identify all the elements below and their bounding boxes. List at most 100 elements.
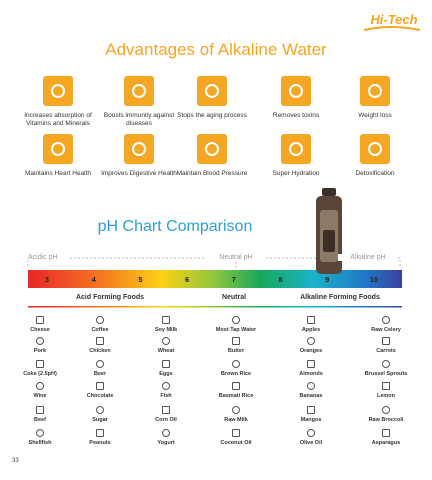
food-label: Oranges bbox=[299, 348, 323, 354]
food-label: Cheese bbox=[30, 327, 50, 333]
food-label: Coconut Oil bbox=[220, 440, 252, 446]
food-label: Sugar bbox=[92, 417, 108, 423]
food-label: Pork bbox=[33, 348, 47, 354]
ph-title: pH Chart Comparison bbox=[97, 218, 253, 235]
food-label: Eggs bbox=[159, 371, 173, 377]
scale-number: 4 bbox=[91, 275, 96, 284]
food-icon bbox=[162, 382, 170, 390]
benefit-caption: Boosts immunity against diseases bbox=[103, 112, 175, 127]
page-number: 33 bbox=[12, 458, 19, 464]
food-icon bbox=[36, 337, 44, 345]
food-icon bbox=[232, 406, 240, 414]
food-icon bbox=[232, 360, 240, 368]
food-label: Almonds bbox=[299, 371, 323, 377]
benefit-icon bbox=[124, 76, 154, 106]
food-label: Brussel Sprouts bbox=[364, 371, 408, 377]
range-label: Neutral pH bbox=[206, 254, 266, 261]
food-icon bbox=[382, 382, 390, 390]
food-label: Chicken bbox=[89, 348, 111, 354]
logo-swoosh bbox=[363, 26, 421, 31]
food-label: Coffee bbox=[91, 327, 109, 333]
food-icon bbox=[162, 337, 170, 345]
benefit-icon bbox=[197, 134, 227, 164]
food-label: Beef bbox=[34, 417, 46, 423]
food-label: Lemon bbox=[376, 393, 396, 399]
food-icon bbox=[36, 382, 44, 390]
food-icon bbox=[307, 429, 315, 437]
benefit-caption: Stops the aging process bbox=[177, 112, 247, 119]
food-label: Chocolate bbox=[86, 393, 114, 399]
food-label: Apples bbox=[301, 327, 321, 333]
benefit-caption: Weight loss bbox=[358, 112, 392, 119]
bottle bbox=[316, 188, 342, 274]
food-label: Yogurt bbox=[157, 440, 175, 446]
food-label: Peanuts bbox=[89, 440, 111, 446]
food-icon bbox=[162, 316, 170, 324]
benefit-icon bbox=[281, 134, 311, 164]
benefit-icon bbox=[360, 76, 390, 106]
food-icon bbox=[382, 406, 390, 414]
food-icon bbox=[36, 429, 44, 437]
benefit-caption: Removes toxins bbox=[272, 112, 320, 119]
group-label: Neutral bbox=[221, 294, 247, 301]
scale-number: 5 bbox=[138, 275, 143, 284]
food-icon bbox=[162, 429, 170, 437]
food-label: Wine bbox=[33, 393, 47, 399]
benefit-icon bbox=[281, 76, 311, 106]
food-icon bbox=[382, 316, 390, 324]
group-label: Alkaline Forming Foods bbox=[300, 294, 380, 301]
scale-number: 10 bbox=[369, 275, 379, 284]
food-label: Corn Oil bbox=[155, 417, 177, 423]
benefit-caption: Maintains Heart Health bbox=[24, 170, 92, 177]
benefit-caption: Increases absorption of Vitamins and Min… bbox=[24, 112, 92, 127]
food-icon bbox=[232, 337, 240, 345]
scale-number: 9 bbox=[325, 275, 330, 284]
food-label: Raw Broccoli bbox=[368, 417, 404, 423]
benefit-caption: Detoxification bbox=[355, 170, 395, 177]
food-icon bbox=[232, 429, 240, 437]
scale-number: 6 bbox=[185, 275, 190, 284]
food-icon bbox=[96, 382, 104, 390]
food-icon bbox=[96, 360, 104, 368]
food-icon bbox=[232, 382, 240, 390]
benefit-caption: Improves Digestive Health bbox=[101, 170, 177, 177]
food-label: Coke (2.5pH) bbox=[23, 371, 57, 377]
food-icon bbox=[382, 337, 390, 345]
food-icon bbox=[36, 316, 44, 324]
food-icon bbox=[162, 360, 170, 368]
benefit-icon bbox=[43, 134, 73, 164]
benefit-icon bbox=[43, 76, 73, 106]
food-label: Mangos bbox=[300, 417, 322, 423]
food-icon bbox=[96, 337, 104, 345]
food-label: Shellfish bbox=[28, 440, 52, 446]
scale-number: 8 bbox=[278, 275, 283, 284]
food-icon bbox=[307, 406, 315, 414]
food-label: Bananas bbox=[299, 393, 323, 399]
food-icon bbox=[96, 316, 104, 324]
food-label: Raw Milk bbox=[224, 417, 248, 423]
food-icon bbox=[162, 406, 170, 414]
benefit-icon bbox=[360, 134, 390, 164]
food-icon bbox=[382, 429, 390, 437]
range-label: Alkaline pH bbox=[338, 254, 398, 261]
benefit-caption: Super Hydration bbox=[272, 170, 320, 177]
food-icon bbox=[36, 360, 44, 368]
food-label: Butter bbox=[227, 348, 245, 354]
food-icon bbox=[307, 382, 315, 390]
food-label: Wheat bbox=[157, 348, 175, 354]
food-label: Raw Celery bbox=[371, 327, 401, 333]
scale-number: 7 bbox=[231, 275, 236, 284]
food-label: Olive Oil bbox=[299, 440, 323, 446]
food-label: Carrots bbox=[376, 348, 396, 354]
food-icon bbox=[96, 429, 104, 437]
food-icon bbox=[307, 337, 315, 345]
ph-line bbox=[28, 306, 402, 308]
food-icon bbox=[232, 316, 240, 324]
scale-number: 3 bbox=[44, 275, 50, 284]
food-label: Brown Rice bbox=[220, 371, 252, 377]
food-label: Asparagus bbox=[371, 440, 401, 446]
group-label: Acid Forming Foods bbox=[75, 294, 145, 301]
benefit-icon bbox=[197, 76, 227, 106]
